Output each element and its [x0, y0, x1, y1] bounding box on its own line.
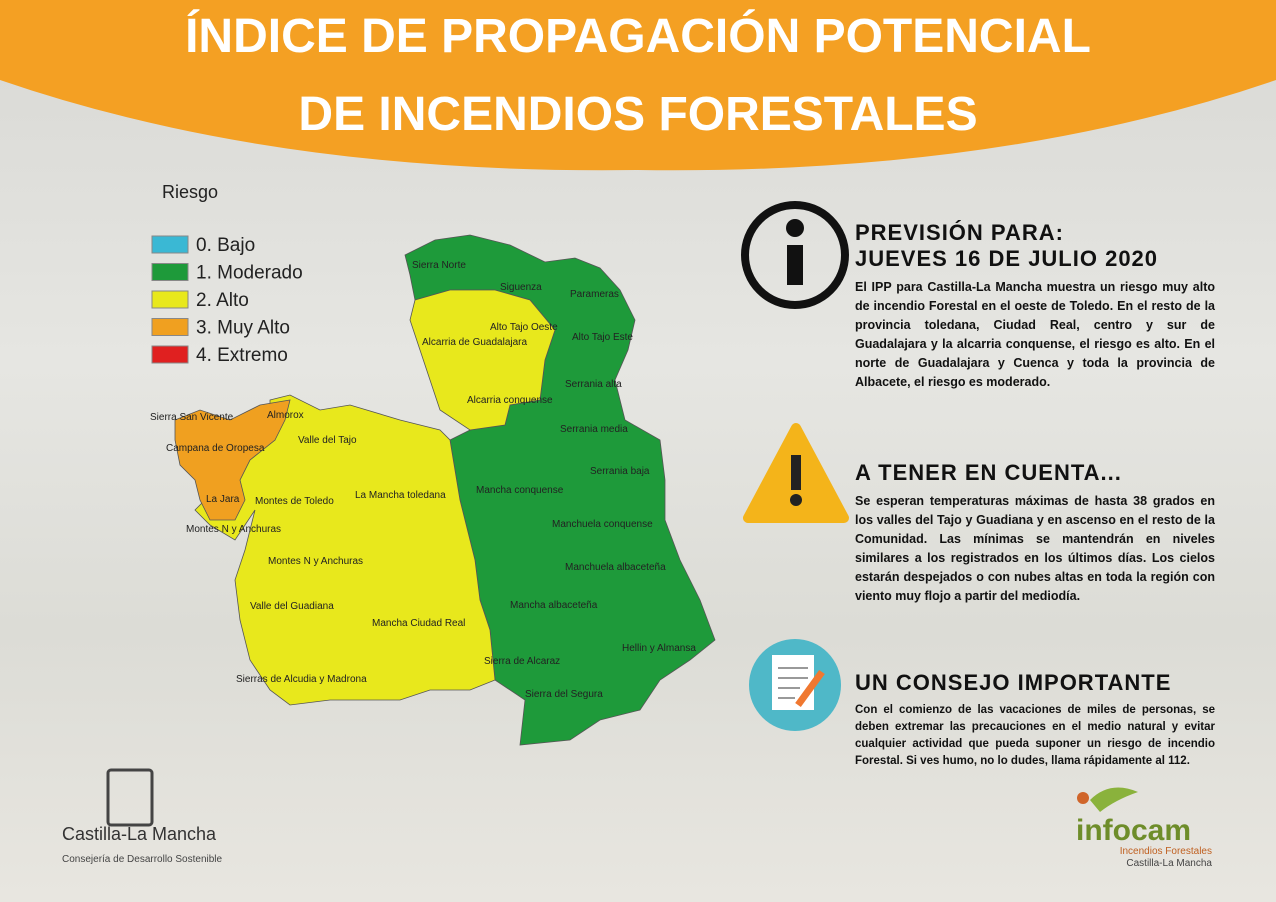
region-label: Sierra Norte: [412, 260, 466, 271]
region-label: Mancha albaceteña: [510, 600, 598, 611]
region-label: Sierras de Alcudia y Madrona: [236, 674, 367, 685]
legend-title: Riesgo: [162, 182, 218, 202]
note-icon: [795, 669, 825, 708]
info-icon: [741, 201, 849, 309]
region-label: Manchuela conquense: [552, 519, 653, 530]
region-label: Montes de Toledo: [255, 496, 334, 507]
region-label: Sierra de Alcaraz: [484, 656, 560, 667]
region-label: Alcarria conquense: [467, 395, 553, 406]
coat-of-arms: [106, 768, 154, 827]
region-label: Valle del Guadiana: [250, 601, 334, 612]
logo-sub: Castilla-La Mancha: [1126, 858, 1212, 869]
region-label: Serrania baja: [590, 466, 650, 477]
region-label: Valle del Tajo: [298, 435, 357, 446]
region-label: Campana de Oropesa: [166, 443, 265, 454]
section: PREVISIÓN PARA: JUEVES 16 DE JULIO 2020 …: [855, 220, 1215, 392]
logo-sub: Incendios Forestales: [1120, 846, 1212, 857]
section-text: El IPP para Castilla-La Mancha muestra u…: [855, 280, 1215, 389]
section-text: Se esperan temperaturas máximas de hasta…: [855, 494, 1215, 603]
section-text: Con el comienzo de las vacaciones de mil…: [855, 704, 1215, 767]
region-label: Mancha Ciudad Real: [372, 618, 465, 629]
region-label: Serrania media: [560, 424, 628, 435]
title: ÍNDICE DE PROPAGACIÓN POTENCIAL: [185, 8, 1091, 63]
legend-label: 3. Muy Alto: [196, 318, 290, 339]
legend-swatch: [151, 345, 189, 364]
region-label: Siguenza: [500, 282, 542, 293]
map: [174, 234, 716, 746]
section-subtitle: JUEVES 16 DE JULIO 2020: [855, 246, 1159, 271]
info-icon: [787, 245, 803, 285]
logo-name: infocam: [1076, 814, 1191, 847]
region-label: Hellin y Almansa: [622, 643, 696, 654]
section-title: A TENER EN CUENTA...: [855, 460, 1122, 485]
section: UN CONSEJO IMPORTANTE Con el comienzo de…: [855, 670, 1215, 770]
region-label: Sierra San Vicente: [150, 412, 234, 423]
region-label: La Jara: [206, 494, 240, 505]
logo-leaf: [1090, 787, 1138, 812]
logo-dot: [1077, 792, 1089, 804]
region-label: Alto Tajo Oeste: [490, 322, 558, 333]
warning-icon: [790, 494, 802, 506]
region-labels: Sierra Norte Siguenza Parameras Alto Tajo O…: [150, 260, 696, 700]
legend-label: 2. Alto: [196, 290, 249, 311]
note-icon: [772, 655, 814, 710]
region-label: Serrania alta: [565, 379, 622, 390]
info-icon: [786, 219, 804, 237]
legend-swatch: [151, 290, 189, 309]
legend-swatch: [151, 318, 189, 336]
region-label: Manchuela albaceteña: [565, 562, 666, 573]
region-label: Montes N y Anchuras: [268, 556, 363, 567]
region-shape: [409, 289, 556, 431]
region-label: Alcarria de Guadalajara: [422, 337, 527, 348]
logo-name: Castilla-La Mancha: [62, 824, 217, 844]
region-label: Mancha conquense: [476, 485, 564, 496]
legend-swatch: [151, 263, 189, 281]
section: A TENER EN CUENTA... Se esperan temperat…: [855, 460, 1215, 606]
region-label: Sierra del Segura: [525, 689, 603, 700]
region-label: Parameras: [570, 289, 619, 300]
region-label: La Mancha toledana: [355, 490, 446, 501]
region-label: Almorox: [267, 410, 304, 421]
title: DE INCENDIOS FORESTALES: [298, 88, 977, 141]
note-icon: [778, 667, 808, 699]
logo-sub: Consejería de Desarrollo Sostenible: [62, 854, 223, 865]
legend-label: 1. Moderado: [196, 263, 303, 284]
region-label: Montes N y Anchuras: [186, 524, 281, 535]
region-label: Alto Tajo Este: [572, 332, 633, 343]
legend-swatch: [151, 235, 189, 254]
header-banner: [0, 0, 1276, 171]
legend: 0. Bajo 1. Moderado 2. Alto 3. Muy Alto 4. E…: [151, 235, 303, 366]
legend-label: 0. Bajo: [196, 235, 255, 256]
section-title: UN CONSEJO IMPORTANTE: [855, 670, 1172, 695]
section-title: PREVISIÓN PARA:: [855, 220, 1064, 245]
region-shape: [174, 399, 291, 521]
warning-icon: [791, 455, 801, 490]
legend-label: 4. Extremo: [196, 345, 288, 366]
